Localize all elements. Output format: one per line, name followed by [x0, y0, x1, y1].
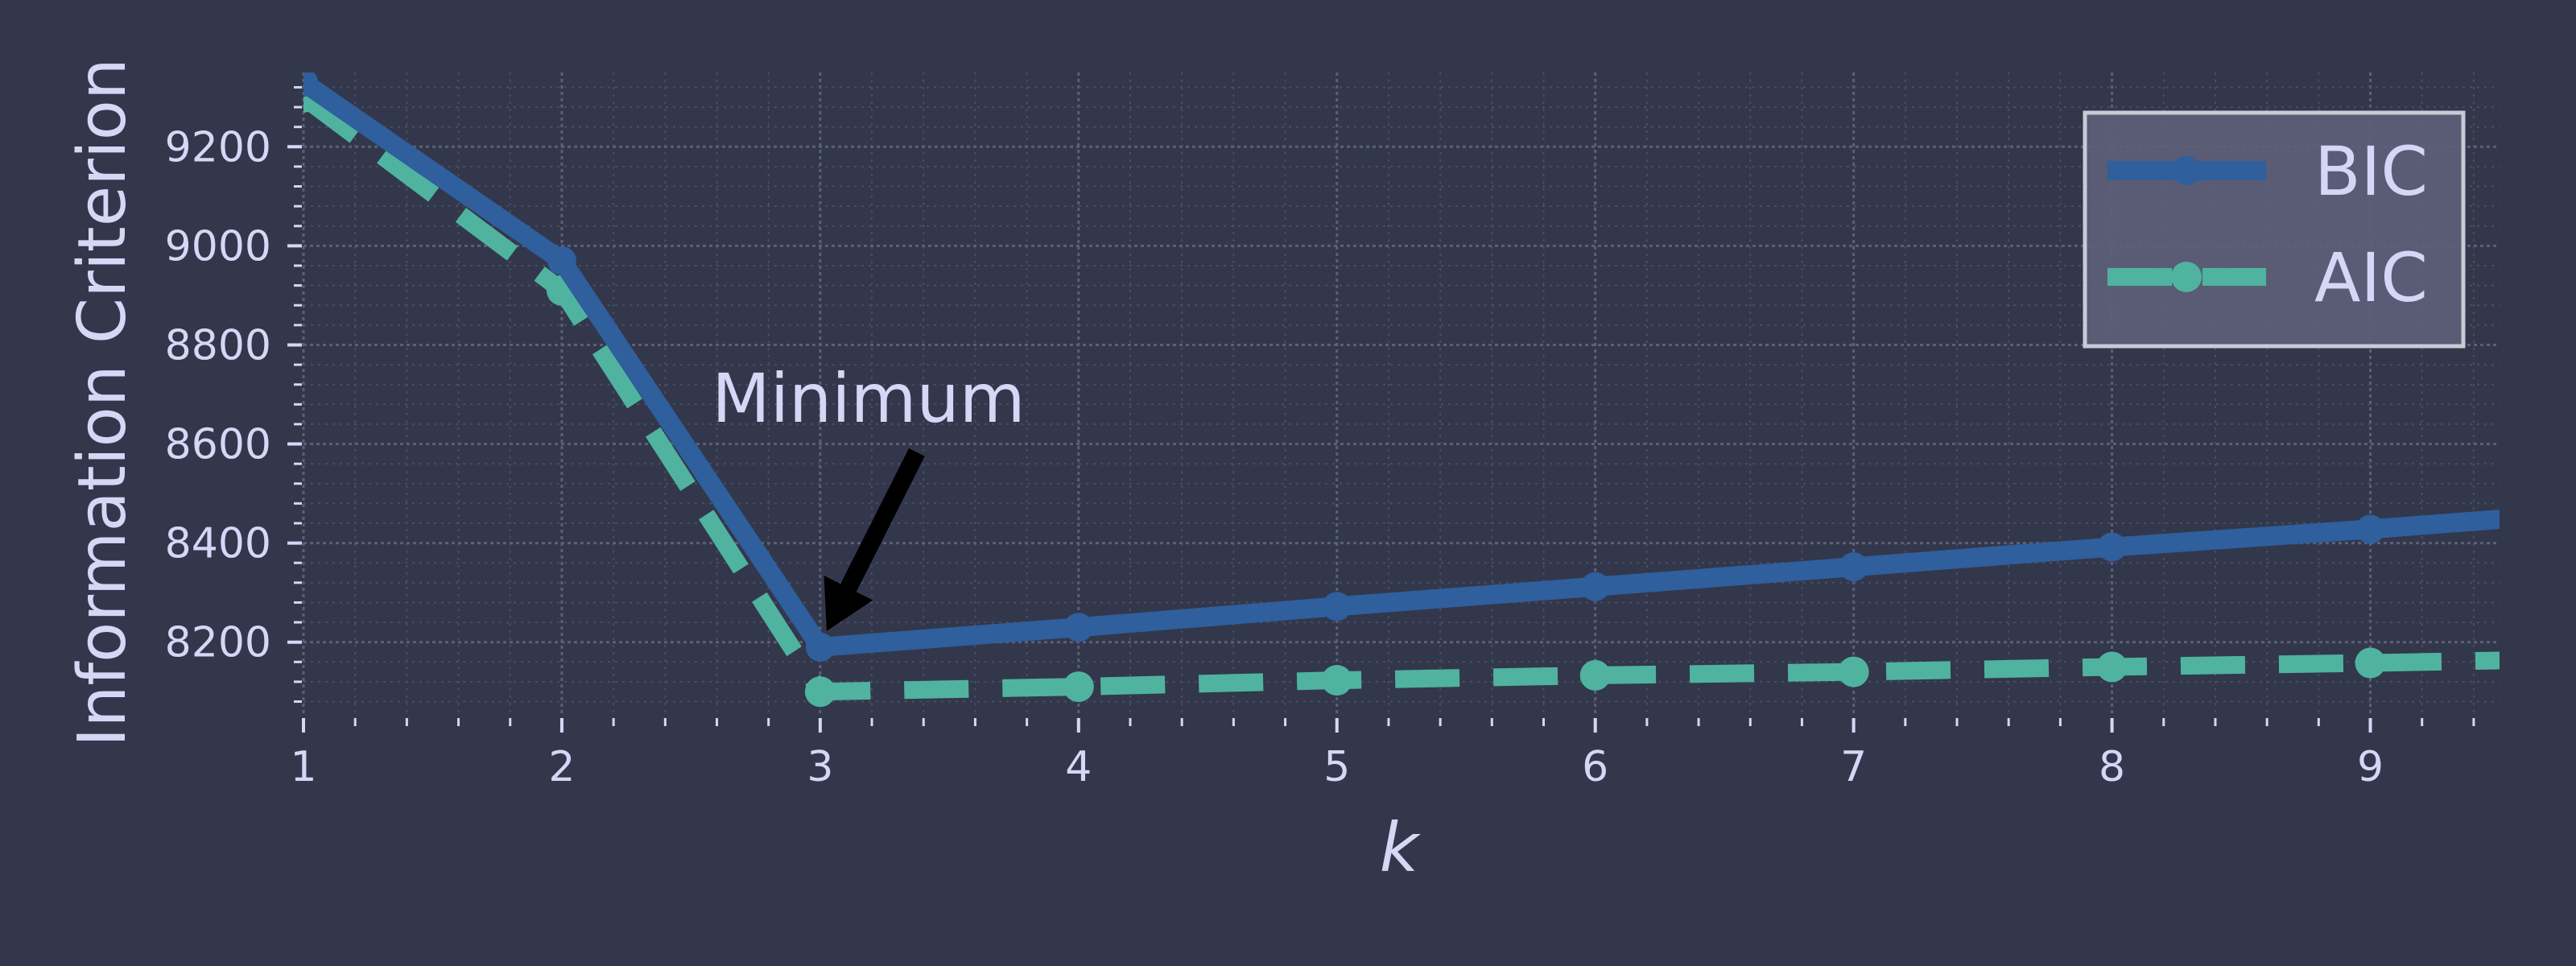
data-point-bic: [2097, 532, 2127, 562]
data-point-aic: [2096, 651, 2128, 683]
data-point-bic: [303, 72, 318, 97]
legend-box: [2083, 110, 2466, 349]
axes: 1 2 3 4 5 6 7 8 9 8200 8400 8600 8800 9000 9200: [165, 85, 2475, 791]
x-tick-label: 8: [2099, 743, 2125, 791]
x-tick-label: 1: [290, 743, 316, 791]
legend-label-bic: BIC: [2314, 132, 2428, 211]
data-point-aic: [1579, 659, 1611, 691]
series-bic: [303, 72, 2500, 662]
data-point-bic: [1322, 592, 1352, 621]
data-point-bic: [805, 632, 835, 662]
annotation-text: Minimum: [712, 359, 1025, 438]
legend-label-aic: AIC: [2314, 238, 2428, 317]
x-axis-label: k: [1380, 808, 1422, 887]
y-tick-label: 8600: [165, 421, 271, 469]
legend: BIC AIC: [2083, 110, 2466, 349]
data-point-aic: [804, 676, 836, 708]
x-tick-label: 2: [548, 743, 575, 791]
x-tick-label: 9: [2357, 743, 2384, 791]
data-point-aic: [1838, 656, 1869, 687]
x-tick-label: 4: [1065, 743, 1092, 791]
y-tick-label: 9000: [165, 222, 271, 270]
x-tick-label: 5: [1323, 743, 1350, 791]
data-point-aic: [1063, 671, 1094, 703]
data-point-aic: [1321, 665, 1352, 696]
legend-marker-bic: [2172, 156, 2201, 185]
data-point-bic: [2355, 514, 2385, 544]
data-point-bic: [1580, 572, 1610, 601]
y-tick-label: 8400: [165, 520, 271, 568]
x-tick-label: 6: [1582, 743, 1608, 791]
annotation-arrow: [824, 448, 925, 631]
series-lines: [303, 72, 2500, 708]
x-tick-label: 7: [1840, 743, 1867, 791]
data-point-bic: [1063, 613, 1093, 642]
series-line-aic: [303, 89, 2500, 701]
series-line-bic: [303, 74, 2500, 657]
data-point-bic: [1839, 552, 1868, 582]
x-tick-label: 3: [807, 743, 833, 791]
legend-marker-aic: [2171, 262, 2202, 292]
y-axis-label: Information Criterion: [64, 58, 141, 747]
y-tick-label: 8800: [165, 321, 271, 369]
data-point-bic: [547, 246, 576, 275]
annotation: Minimum: [712, 359, 1026, 631]
data-point-aic: [2355, 647, 2386, 679]
y-tick-label: 9200: [165, 123, 271, 171]
y-tick-label: 8200: [165, 619, 271, 667]
